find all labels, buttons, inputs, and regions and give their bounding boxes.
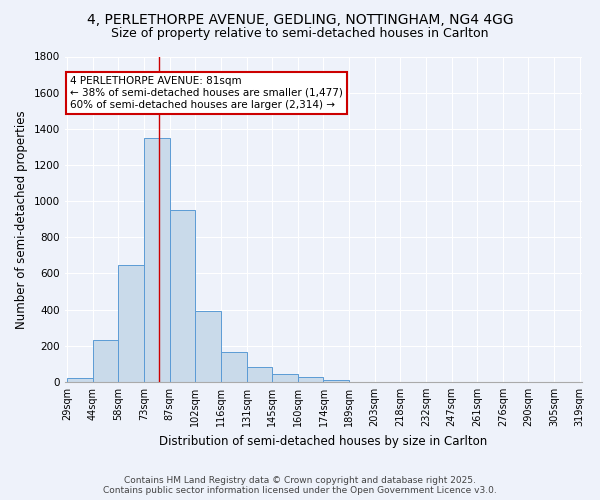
Bar	[196, 310, 221, 382]
Y-axis label: Number of semi-detached properties: Number of semi-detached properties	[15, 110, 28, 328]
X-axis label: Distribution of semi-detached houses by size in Carlton: Distribution of semi-detached houses by …	[160, 434, 488, 448]
Text: 4, PERLETHORPE AVENUE, GEDLING, NOTTINGHAM, NG4 4GG: 4, PERLETHORPE AVENUE, GEDLING, NOTTINGH…	[86, 12, 514, 26]
Bar	[272, 374, 298, 382]
Bar	[221, 352, 247, 382]
Text: Size of property relative to semi-detached houses in Carlton: Size of property relative to semi-detach…	[111, 28, 489, 40]
Bar	[144, 138, 170, 382]
Bar	[170, 210, 196, 382]
Text: 4 PERLETHORPE AVENUE: 81sqm
← 38% of semi-detached houses are smaller (1,477)
60: 4 PERLETHORPE AVENUE: 81sqm ← 38% of sem…	[70, 76, 343, 110]
Bar	[93, 340, 118, 382]
Bar	[247, 366, 272, 382]
Bar	[67, 378, 93, 382]
Text: Contains HM Land Registry data © Crown copyright and database right 2025.
Contai: Contains HM Land Registry data © Crown c…	[103, 476, 497, 495]
Bar	[118, 266, 144, 382]
Bar	[323, 380, 349, 382]
Bar	[298, 378, 323, 382]
